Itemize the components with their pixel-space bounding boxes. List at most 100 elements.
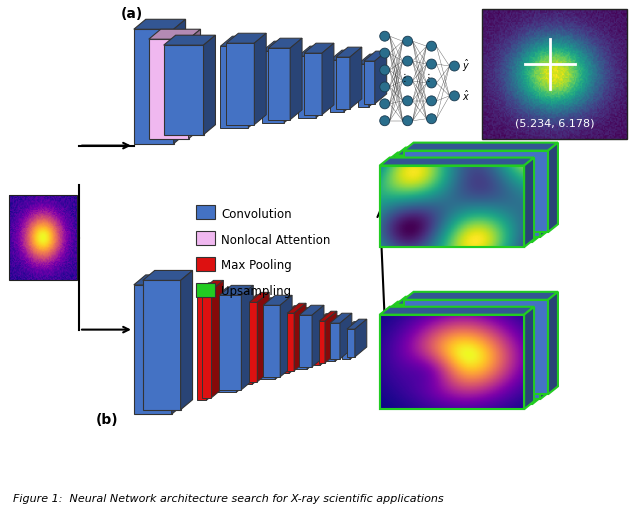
- Bar: [196, 257, 216, 271]
- Polygon shape: [262, 51, 284, 123]
- Polygon shape: [347, 329, 355, 357]
- Polygon shape: [220, 36, 260, 46]
- Circle shape: [426, 41, 436, 51]
- Polygon shape: [164, 35, 216, 45]
- Polygon shape: [340, 313, 352, 359]
- Polygon shape: [524, 158, 534, 247]
- Circle shape: [449, 91, 460, 101]
- Text: Max Pooling: Max Pooling: [221, 260, 292, 272]
- Polygon shape: [548, 292, 558, 394]
- Polygon shape: [143, 270, 193, 280]
- Polygon shape: [548, 143, 558, 232]
- Polygon shape: [380, 165, 524, 247]
- Polygon shape: [524, 307, 534, 409]
- Polygon shape: [211, 280, 223, 398]
- Polygon shape: [319, 321, 325, 363]
- Polygon shape: [322, 43, 334, 115]
- Polygon shape: [202, 291, 211, 398]
- Polygon shape: [241, 285, 253, 390]
- Circle shape: [426, 59, 436, 69]
- Polygon shape: [364, 61, 375, 104]
- Polygon shape: [236, 288, 248, 392]
- Polygon shape: [304, 53, 322, 115]
- Polygon shape: [404, 150, 548, 232]
- Polygon shape: [330, 313, 352, 323]
- Bar: [196, 231, 216, 245]
- Bar: [10, 195, 77, 280]
- Polygon shape: [330, 323, 340, 359]
- Polygon shape: [347, 319, 367, 329]
- Polygon shape: [396, 156, 540, 237]
- Circle shape: [380, 99, 390, 109]
- Polygon shape: [388, 153, 542, 161]
- Polygon shape: [180, 270, 193, 409]
- Polygon shape: [290, 38, 302, 120]
- Text: Nonlocal Attention: Nonlocal Attention: [221, 234, 331, 247]
- Text: (5.234, 6.178): (5.234, 6.178): [515, 119, 594, 129]
- Polygon shape: [380, 307, 534, 315]
- Polygon shape: [299, 305, 324, 315]
- Polygon shape: [316, 46, 328, 118]
- Polygon shape: [220, 295, 241, 390]
- Polygon shape: [330, 60, 344, 112]
- Polygon shape: [220, 46, 248, 128]
- Polygon shape: [227, 33, 266, 43]
- Circle shape: [403, 36, 413, 46]
- Text: $\hat{x}$: $\hat{x}$: [462, 89, 470, 103]
- Polygon shape: [214, 288, 248, 298]
- Polygon shape: [204, 35, 216, 134]
- Polygon shape: [257, 292, 269, 382]
- Circle shape: [403, 96, 413, 106]
- Polygon shape: [388, 161, 532, 242]
- Bar: [483, 9, 627, 139]
- Polygon shape: [299, 315, 312, 367]
- Polygon shape: [275, 298, 287, 379]
- Polygon shape: [388, 302, 542, 310]
- Polygon shape: [375, 51, 387, 104]
- Polygon shape: [364, 51, 387, 61]
- Polygon shape: [259, 308, 275, 379]
- Polygon shape: [358, 64, 369, 107]
- Polygon shape: [172, 275, 184, 414]
- Polygon shape: [202, 280, 223, 291]
- Polygon shape: [307, 308, 319, 370]
- Polygon shape: [252, 295, 264, 384]
- Polygon shape: [134, 19, 186, 29]
- Polygon shape: [287, 303, 306, 313]
- Circle shape: [380, 82, 390, 92]
- Polygon shape: [325, 311, 337, 363]
- Text: ⋮: ⋮: [424, 73, 433, 83]
- Polygon shape: [350, 322, 362, 359]
- Text: (b): (b): [96, 413, 118, 427]
- Polygon shape: [196, 293, 207, 400]
- Polygon shape: [280, 295, 292, 377]
- Polygon shape: [263, 305, 280, 377]
- Polygon shape: [325, 326, 335, 361]
- Polygon shape: [358, 54, 381, 64]
- Polygon shape: [344, 50, 356, 112]
- Polygon shape: [148, 39, 189, 139]
- Polygon shape: [396, 297, 550, 305]
- Polygon shape: [396, 147, 550, 156]
- Polygon shape: [189, 29, 200, 139]
- Polygon shape: [396, 305, 540, 399]
- Polygon shape: [282, 316, 289, 373]
- Polygon shape: [134, 285, 172, 414]
- Polygon shape: [355, 319, 367, 357]
- Polygon shape: [342, 322, 362, 331]
- Polygon shape: [314, 314, 332, 324]
- Circle shape: [380, 48, 390, 58]
- Bar: [196, 283, 216, 297]
- Polygon shape: [134, 29, 173, 144]
- Polygon shape: [314, 324, 320, 366]
- Polygon shape: [227, 43, 254, 125]
- Bar: [196, 205, 216, 219]
- Polygon shape: [148, 29, 200, 39]
- Polygon shape: [263, 295, 292, 305]
- Polygon shape: [320, 314, 332, 366]
- Polygon shape: [294, 303, 306, 371]
- Text: Convolution: Convolution: [221, 208, 292, 221]
- Circle shape: [426, 114, 436, 124]
- Polygon shape: [404, 143, 558, 150]
- Polygon shape: [325, 316, 347, 326]
